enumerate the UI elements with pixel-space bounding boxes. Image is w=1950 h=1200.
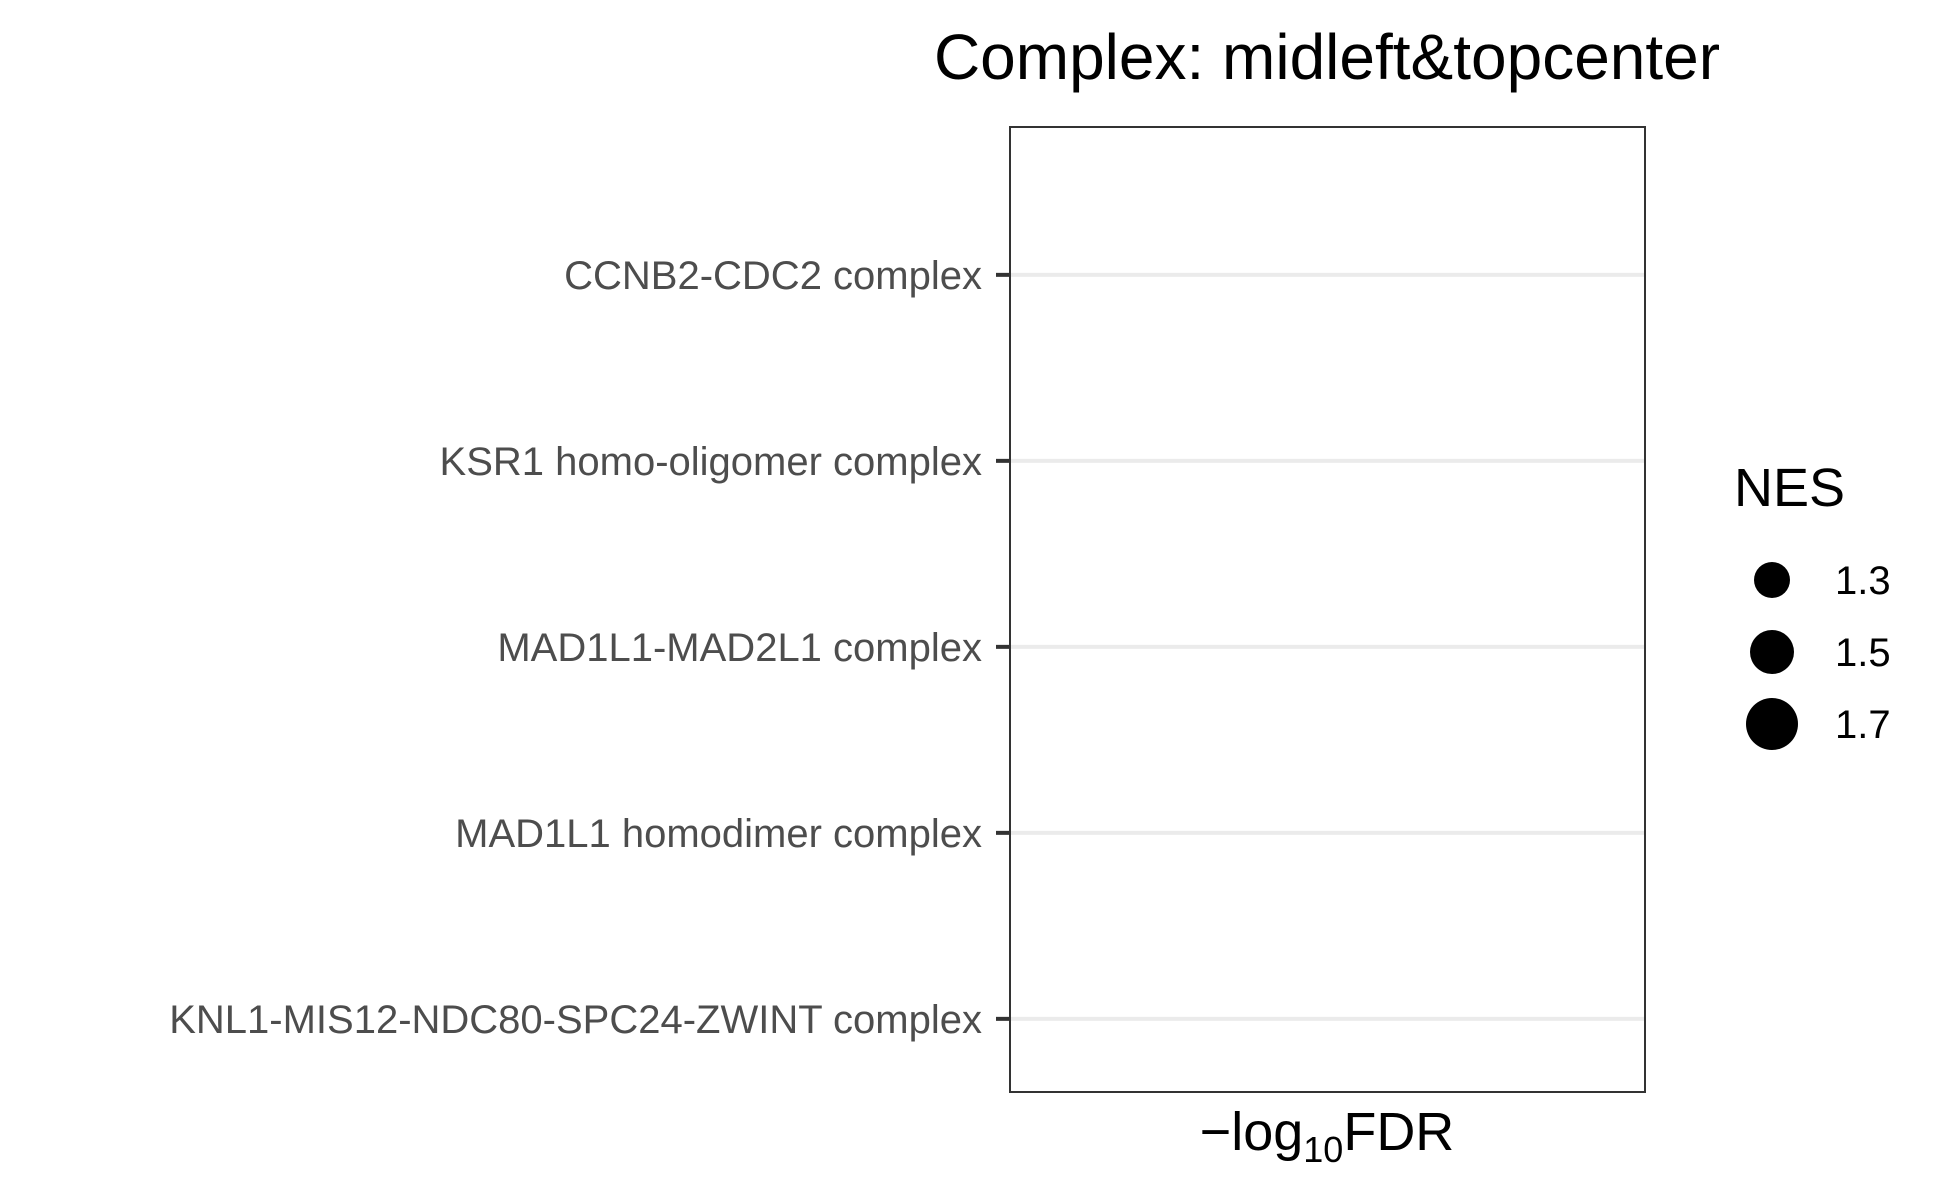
y-axis: CCNB2-CDC2 complex KSR1 homo-oligomer com…: [169, 254, 1010, 1042]
x-axis-title-subscript: 10: [1303, 1129, 1343, 1170]
legend-label: 1.5: [1835, 631, 1891, 675]
y-tick-label: MAD1L1-MAD2L1 complex: [497, 626, 982, 670]
y-tick-label: KNL1-MIS12-NDC80-SPC24-ZWINT complex: [169, 998, 982, 1042]
legend-label: 1.3: [1835, 559, 1891, 603]
legend-label: 1.7: [1835, 703, 1891, 747]
legend-key-circle: [1754, 562, 1790, 598]
legend-title: NES: [1734, 458, 1845, 518]
x-axis-title: −log10FDR: [1200, 1102, 1455, 1170]
gridlines: [1010, 272, 1645, 1021]
plot-panel-border: [1009, 126, 1646, 1093]
y-tick-label: KSR1 homo-oligomer complex: [440, 440, 982, 484]
y-tick-label: CCNB2-CDC2 complex: [564, 254, 982, 298]
legend-items: 1.3 1.5 1.7: [1746, 559, 1891, 750]
legend: NES 1.3 1.5 1.7: [1734, 458, 1891, 750]
legend-key-circle: [1750, 630, 1794, 674]
legend-key-circle: [1746, 698, 1798, 750]
chart-title: Complex: midleft&topcenter: [934, 21, 1720, 93]
x-axis-title-suffix: FDR: [1343, 1102, 1454, 1162]
x-axis-title-prefix: −log: [1200, 1102, 1304, 1162]
y-tick-label: MAD1L1 homodimer complex: [455, 812, 982, 856]
